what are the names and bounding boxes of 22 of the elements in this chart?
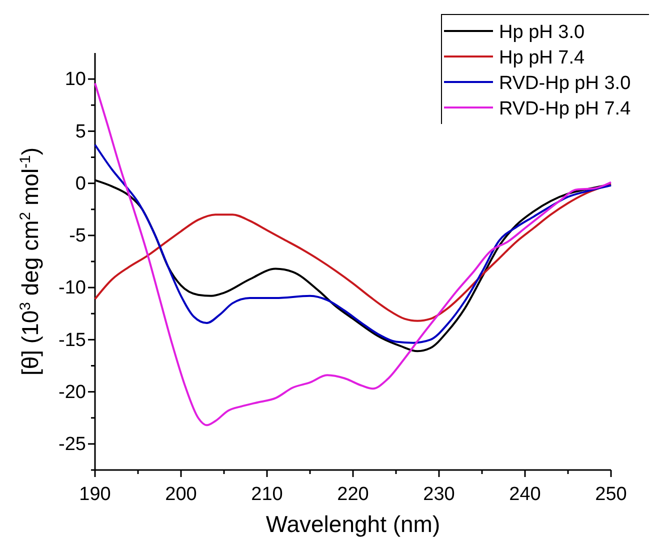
x-tick-label: 250 xyxy=(595,484,627,505)
x-axis-title: Wavelenght (nm) xyxy=(266,511,440,537)
y-tick-label: -15 xyxy=(58,330,86,351)
legend-label: RVD-Hp pH 7.4 xyxy=(499,98,632,120)
x-tick-label: 230 xyxy=(423,484,455,505)
x-tick-label: 200 xyxy=(165,484,197,505)
y-tick-label: -5 xyxy=(69,226,86,247)
x-tick-label: 220 xyxy=(337,484,369,505)
legend-label: RVD-Hp pH 3.0 xyxy=(499,73,631,94)
x-tick-label: 190 xyxy=(79,484,111,505)
y-tick-label: -25 xyxy=(58,434,86,456)
y-tick-label: 0 xyxy=(75,173,86,194)
legend-label: Hp pH 7.4 xyxy=(499,48,585,68)
y-tick-label: 5 xyxy=(75,121,86,142)
line-series xyxy=(94,144,612,344)
y-tick-label: 10 xyxy=(64,69,86,90)
line-series xyxy=(94,183,612,322)
x-tick-label: 240 xyxy=(509,484,541,505)
y-tick-label: -20 xyxy=(58,382,86,403)
x-tick-label: 210 xyxy=(251,484,283,505)
legend-label: Hp pH 3.0 xyxy=(499,22,585,43)
y-tick-label: -10 xyxy=(58,278,86,299)
